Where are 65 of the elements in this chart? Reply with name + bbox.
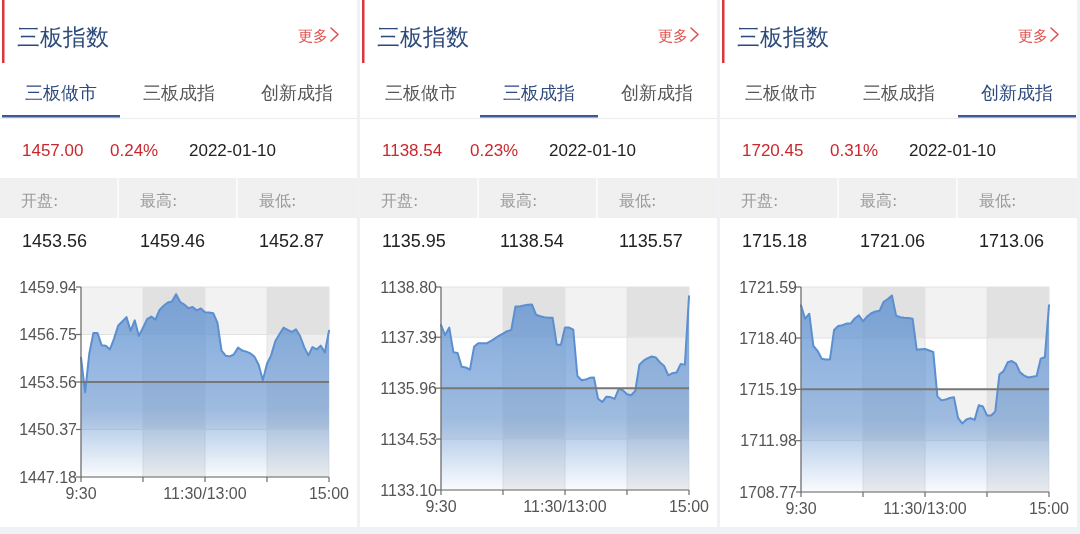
- text: 2022-01-10: [549, 141, 636, 160]
- text: 最高:: [500, 191, 538, 210]
- y-tick-label: 1133.10: [380, 481, 438, 499]
- text: 最低:: [259, 191, 297, 210]
- text: 2022-01-10: [189, 141, 276, 160]
- y-tick-label: 1135.96: [380, 379, 438, 397]
- y-tick-label: 1708.77: [739, 483, 798, 501]
- text: 2022-01-10: [909, 141, 996, 160]
- x-tick-label: 11:30/13:00: [523, 498, 607, 515]
- chart-title: 三板指数: [377, 24, 469, 50]
- text: 0.23%: [470, 141, 519, 160]
- y-tick-label: 1459.94: [19, 278, 78, 296]
- text: 更多: [298, 27, 328, 45]
- text: 1721.06: [860, 231, 926, 251]
- text: 1135.95: [382, 231, 446, 251]
- text: 最低:: [619, 191, 657, 210]
- y-tick-label: 1134.53: [380, 430, 438, 448]
- text: 开盘:: [741, 191, 779, 210]
- text: 创新成指: [621, 82, 693, 103]
- y-tick-label: 1456.75: [19, 326, 78, 344]
- y-tick-label: 1453.56: [19, 373, 78, 391]
- y-tick-label: 1138.80: [380, 278, 438, 296]
- text: 1713.06: [979, 231, 1045, 251]
- text: 三板成指: [143, 82, 215, 103]
- text: 开盘:: [21, 191, 59, 210]
- text: 1715.18: [742, 231, 808, 251]
- text: 最低:: [979, 191, 1017, 210]
- y-tick-label: 1711.98: [740, 432, 798, 450]
- text: 最高:: [140, 191, 178, 210]
- chart-title: 三板指数: [737, 24, 829, 50]
- y-tick-label: 1447.18: [19, 468, 78, 486]
- x-tick-label: 9:30: [65, 485, 97, 502]
- text: 1135.57: [619, 231, 683, 251]
- text: 1459.46: [140, 231, 206, 251]
- x-tick-label: 11:30/13:00: [883, 500, 967, 517]
- text: 1138.54: [500, 231, 564, 251]
- text: 开盘:: [381, 191, 419, 210]
- y-tick-label: 1721.59: [739, 278, 798, 296]
- x-tick-label: 15:00: [668, 498, 710, 515]
- text: 更多: [658, 27, 688, 45]
- text: 0.24%: [110, 141, 159, 160]
- text: 创新成指: [261, 82, 333, 103]
- x-tick-label: 15:00: [1028, 500, 1070, 517]
- text: 1457.00: [22, 141, 84, 160]
- x-tick-label: 9:30: [785, 500, 817, 517]
- text: 三板成指: [863, 82, 935, 103]
- text: 1452.87: [259, 231, 325, 251]
- y-tick-label: 1715.19: [739, 380, 798, 398]
- y-tick-label: 1450.37: [19, 421, 78, 439]
- y-tick-label: 1718.40: [739, 329, 798, 347]
- text: 三板做市: [385, 82, 457, 103]
- x-tick-label: 15:00: [308, 485, 350, 502]
- text: 创新成指: [981, 82, 1053, 103]
- y-tick-label: 1137.39: [380, 328, 438, 346]
- text: 最高:: [860, 191, 898, 210]
- x-tick-label: 11:30/13:00: [163, 485, 247, 502]
- text: 更多: [1018, 27, 1048, 45]
- text: 1720.45: [742, 141, 804, 160]
- x-tick-label: 9:30: [425, 498, 457, 515]
- text: 三板成指: [503, 82, 575, 103]
- text: 三板做市: [25, 82, 97, 103]
- text: 1138.54: [382, 141, 443, 160]
- text: 0.31%: [830, 141, 879, 160]
- text: 三板做市: [745, 82, 817, 103]
- chart-title: 三板指数: [17, 24, 109, 50]
